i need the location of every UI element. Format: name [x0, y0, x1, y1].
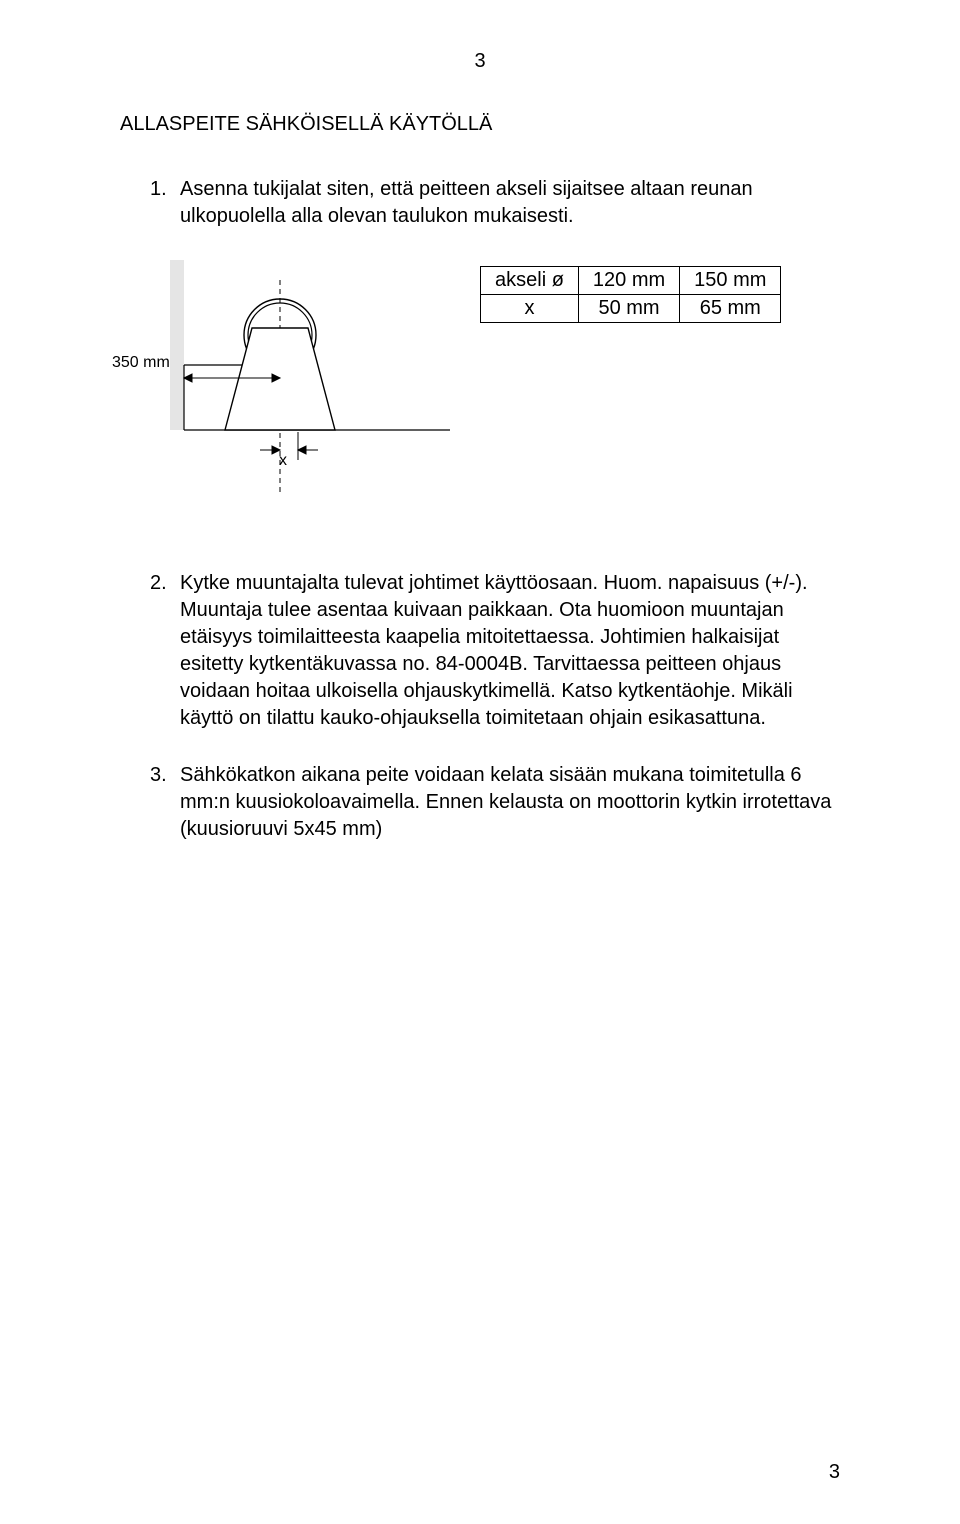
step-2-number: 2. — [120, 570, 180, 732]
page-number-bottom: 3 — [829, 1461, 840, 1484]
step-3: 3. Sähkökatkon aikana peite voidaan kela… — [120, 762, 840, 843]
diagram-and-table-row: 350 mm x akseli ø 120 mm 150 mm x 50 mm … — [120, 260, 840, 520]
table-cell: akseli ø — [481, 267, 579, 295]
step-2: 2. Kytke muuntajalta tulevat johtimet kä… — [120, 570, 840, 732]
step-3-text: Sähkökatkon aikana peite voidaan kelata … — [180, 762, 840, 843]
table-cell: 150 mm — [680, 267, 781, 295]
step-3-number: 3. — [120, 762, 180, 843]
step-1-text: Asenna tukijalat siten, että peitteen ak… — [180, 176, 840, 230]
step-1-number: 1. — [120, 176, 180, 230]
mounting-diagram: 350 mm x — [120, 260, 450, 520]
table-cell: 50 mm — [578, 295, 679, 323]
axle-offset-table: akseli ø 120 mm 150 mm x 50 mm 65 mm — [480, 266, 781, 323]
table-row: akseli ø 120 mm 150 mm — [481, 267, 781, 295]
table-cell: 120 mm — [578, 267, 679, 295]
page-number-top: 3 — [120, 50, 840, 73]
diagram-label-x: x — [279, 452, 287, 470]
table-cell: x — [481, 295, 579, 323]
step-1: 1. Asenna tukijalat siten, että peitteen… — [120, 176, 840, 230]
diagram-label-350mm: 350 mm — [112, 354, 170, 372]
document-title: ALLASPEITE SÄHKÖISELLÄ KÄYTÖLLÄ — [120, 113, 840, 136]
table-cell: 65 mm — [680, 295, 781, 323]
step-2-text: Kytke muuntajalta tulevat johtimet käytt… — [180, 570, 840, 732]
table-row: x 50 mm 65 mm — [481, 295, 781, 323]
